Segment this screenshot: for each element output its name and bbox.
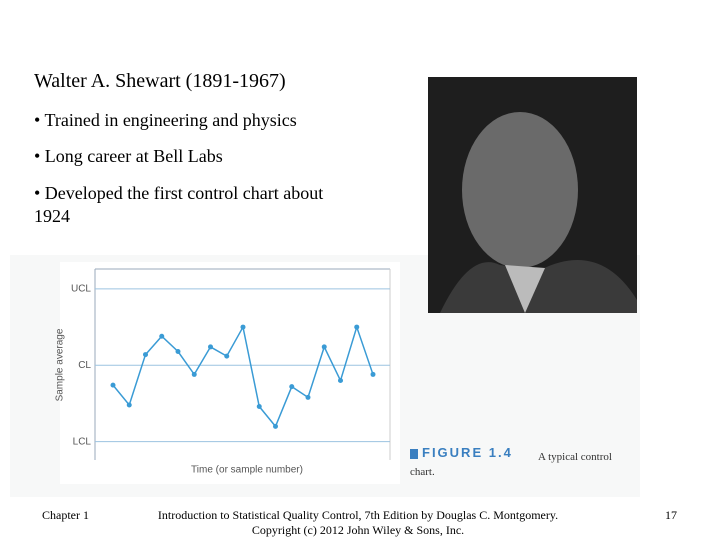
data-point xyxy=(159,333,165,339)
data-point xyxy=(208,344,213,350)
bullet: • Trained in engineering and physics xyxy=(34,110,297,130)
x-axis-label: Time (or sample number) xyxy=(191,465,303,476)
bullet: • Long career at Bell Labs xyxy=(34,146,223,166)
footer-citation: Introduction to Statistical Quality Cont… xyxy=(157,508,559,522)
y-tick-label: CL xyxy=(78,360,91,371)
data-point xyxy=(289,384,295,390)
portrait-face xyxy=(462,112,578,268)
portrait-shoulders xyxy=(440,260,637,313)
figure-caption: A typical control chart. xyxy=(410,451,612,478)
data-point xyxy=(338,378,343,384)
y-tick-label: UCL xyxy=(71,284,91,295)
page-number: 17 xyxy=(665,508,677,522)
data-point xyxy=(126,402,132,408)
plot-background xyxy=(60,262,400,484)
slide-title: Walter A. Shewart (1891-1967) xyxy=(34,70,286,92)
y-tick-label: LCL xyxy=(73,436,92,447)
footer-copyright: Copyright (c) 2012 John Wiley & Sons, In… xyxy=(251,523,465,537)
data-point xyxy=(273,423,278,429)
data-point xyxy=(370,371,376,377)
data-point xyxy=(321,344,327,350)
data-point xyxy=(240,324,246,330)
data-point xyxy=(191,371,197,377)
data-point xyxy=(175,349,181,355)
footer-chapter: Chapter 1 xyxy=(42,508,89,522)
bullet: • Developed the first control chart abou… xyxy=(34,183,324,226)
data-point xyxy=(354,324,360,330)
data-point xyxy=(305,394,311,400)
data-point xyxy=(110,382,116,388)
portrait-collar xyxy=(505,265,545,313)
figure-label: FIGURE 1.4 xyxy=(422,445,513,460)
figure-marker xyxy=(410,449,418,459)
data-point xyxy=(143,352,148,358)
y-axis-label: Sample average xyxy=(55,328,66,401)
data-point xyxy=(256,404,262,410)
data-point xyxy=(224,353,230,359)
